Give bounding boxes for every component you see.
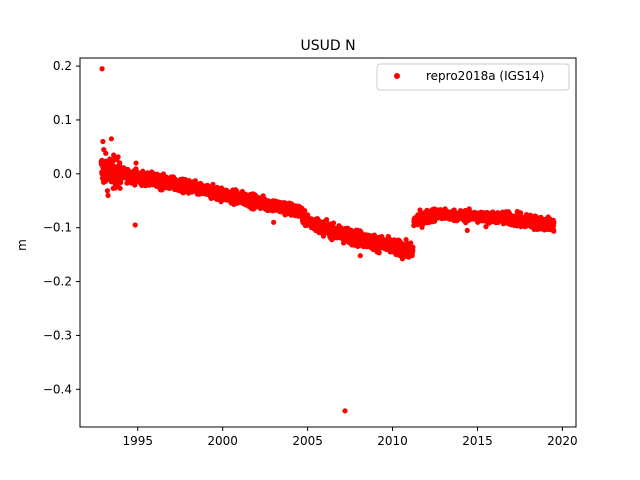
data-point	[551, 219, 557, 226]
data-point	[410, 244, 416, 250]
legend-marker	[394, 73, 400, 79]
data-point-outlier	[464, 227, 470, 233]
legend-box	[376, 63, 570, 91]
data-point-outlier	[342, 408, 348, 414]
data-point	[104, 188, 111, 194]
y-tick-label: −0.3	[43, 328, 72, 342]
data-point-outlier	[101, 146, 107, 153]
data-point	[117, 160, 123, 166]
y-tick-label: −0.1	[43, 221, 72, 235]
data-point-outlier	[357, 253, 363, 259]
plot-area: 1995 2000 2005 2010 2015 2020 0.2 0.1 0.0 −0.1 −0…	[43, 57, 578, 448]
data-point-outlier	[99, 66, 105, 72]
y-tick-label: −0.4	[43, 382, 72, 396]
data-point	[115, 154, 121, 160]
data-point	[408, 240, 414, 246]
x-tick-label: 2015	[462, 434, 493, 448]
y-tick-label: −0.2	[43, 275, 72, 289]
x-tick-label: 2005	[292, 434, 323, 448]
data-point-outlier	[271, 219, 277, 225]
data-point	[110, 158, 116, 165]
x-tick-label: 2020	[547, 434, 578, 448]
y-axis: 0.2 0.1 0.0 −0.1 −0.2 −0.3 −0.4	[43, 59, 80, 396]
data-point	[551, 228, 557, 234]
data-point-outlier	[132, 222, 138, 228]
data-point	[376, 250, 382, 256]
plot-frame	[79, 57, 577, 428]
data-point-outlier	[230, 187, 236, 193]
data-point-outlier	[105, 192, 111, 198]
data-point	[117, 185, 123, 191]
y-tick-label: 0.1	[53, 113, 72, 127]
y-tick-label: 0.2	[53, 59, 72, 73]
x-tick-label: 2010	[377, 434, 408, 448]
data-point	[210, 181, 216, 187]
data-point-outlier	[133, 160, 139, 166]
legend: repro2018a (IGS14)	[376, 63, 570, 91]
x-tick-label: 1995	[122, 434, 153, 448]
data-point	[330, 220, 337, 226]
data-point	[518, 210, 524, 216]
legend-label: repro2018a (IGS14)	[426, 69, 544, 83]
data-point	[302, 208, 308, 214]
data-point	[323, 216, 330, 223]
data-point-outlier	[100, 138, 106, 145]
y-axis-label: m	[15, 239, 29, 251]
y-tick-label: 0.0	[53, 167, 72, 181]
data-point	[317, 229, 323, 236]
data-point-outlier	[483, 224, 489, 230]
data-point-outlier	[108, 136, 115, 142]
x-tick-label: 2000	[207, 434, 238, 448]
data-points	[98, 66, 557, 414]
x-axis: 1995 2000 2005 2010 2015 2020	[122, 427, 578, 448]
chart-title: USUD N	[300, 38, 355, 54]
